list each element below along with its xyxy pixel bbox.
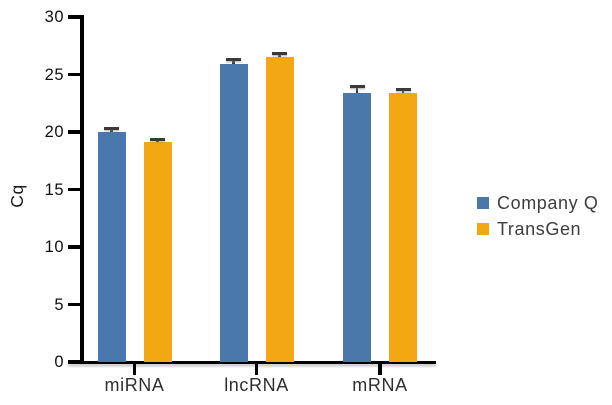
bar-transgen-mirna	[143, 142, 172, 362]
y-tick	[68, 360, 80, 364]
y-tick-label: 20	[44, 123, 64, 141]
legend-item-company-q: Company Q	[477, 190, 598, 216]
y-tick	[68, 72, 80, 77]
x-tick-label: mRNA	[352, 375, 408, 395]
bar-company-q-mrna	[343, 92, 371, 362]
legend-label: Company Q	[497, 192, 599, 213]
error-bar-cap	[349, 85, 365, 89]
error-bar-stem	[355, 87, 359, 93]
error-bar-cap	[226, 58, 241, 62]
error-bar-stem	[110, 129, 113, 132]
error-bar-cap	[104, 127, 119, 131]
legend-label: TransGen	[497, 218, 582, 239]
legend-swatch-icon	[477, 223, 489, 235]
bar-transgen-mrna	[389, 92, 417, 362]
x-tick	[132, 362, 137, 375]
y-tick	[68, 302, 80, 307]
y-tick-label: 15	[44, 180, 64, 199]
x-tick	[254, 362, 259, 375]
y-axis-line	[80, 15, 84, 364]
bar-company-q-mirna	[97, 132, 126, 362]
legend: Company Q TransGen	[477, 190, 598, 242]
bar-transgen-lncrna	[265, 57, 294, 362]
error-bar-stem	[156, 140, 159, 143]
x-tick-label: miRNA	[104, 375, 165, 395]
legend-swatch-icon	[477, 197, 489, 209]
y-tick-label: 0	[54, 353, 64, 371]
error-bar-cap	[272, 51, 287, 55]
y-tick	[68, 245, 80, 249]
y-tick-label: 30	[44, 8, 64, 26]
y-tick	[68, 15, 80, 19]
bar-company-q-lncrna	[219, 64, 248, 362]
y-tick	[68, 187, 80, 192]
error-bar-stem	[401, 90, 405, 93]
x-axis-line	[68, 360, 436, 364]
y-tick-label: 25	[44, 65, 64, 84]
legend-item-transgen: TransGen	[477, 216, 598, 242]
error-bar-cap	[150, 138, 165, 142]
error-bar-stem	[278, 54, 281, 58]
error-bar-cap	[395, 88, 411, 92]
y-tick-label: 5	[54, 295, 64, 314]
x-tick	[378, 362, 382, 375]
error-bar-stem	[232, 60, 235, 65]
y-tick-label: 10	[44, 238, 64, 256]
x-tick-label: lncRNA	[224, 375, 289, 395]
y-tick	[68, 130, 80, 134]
